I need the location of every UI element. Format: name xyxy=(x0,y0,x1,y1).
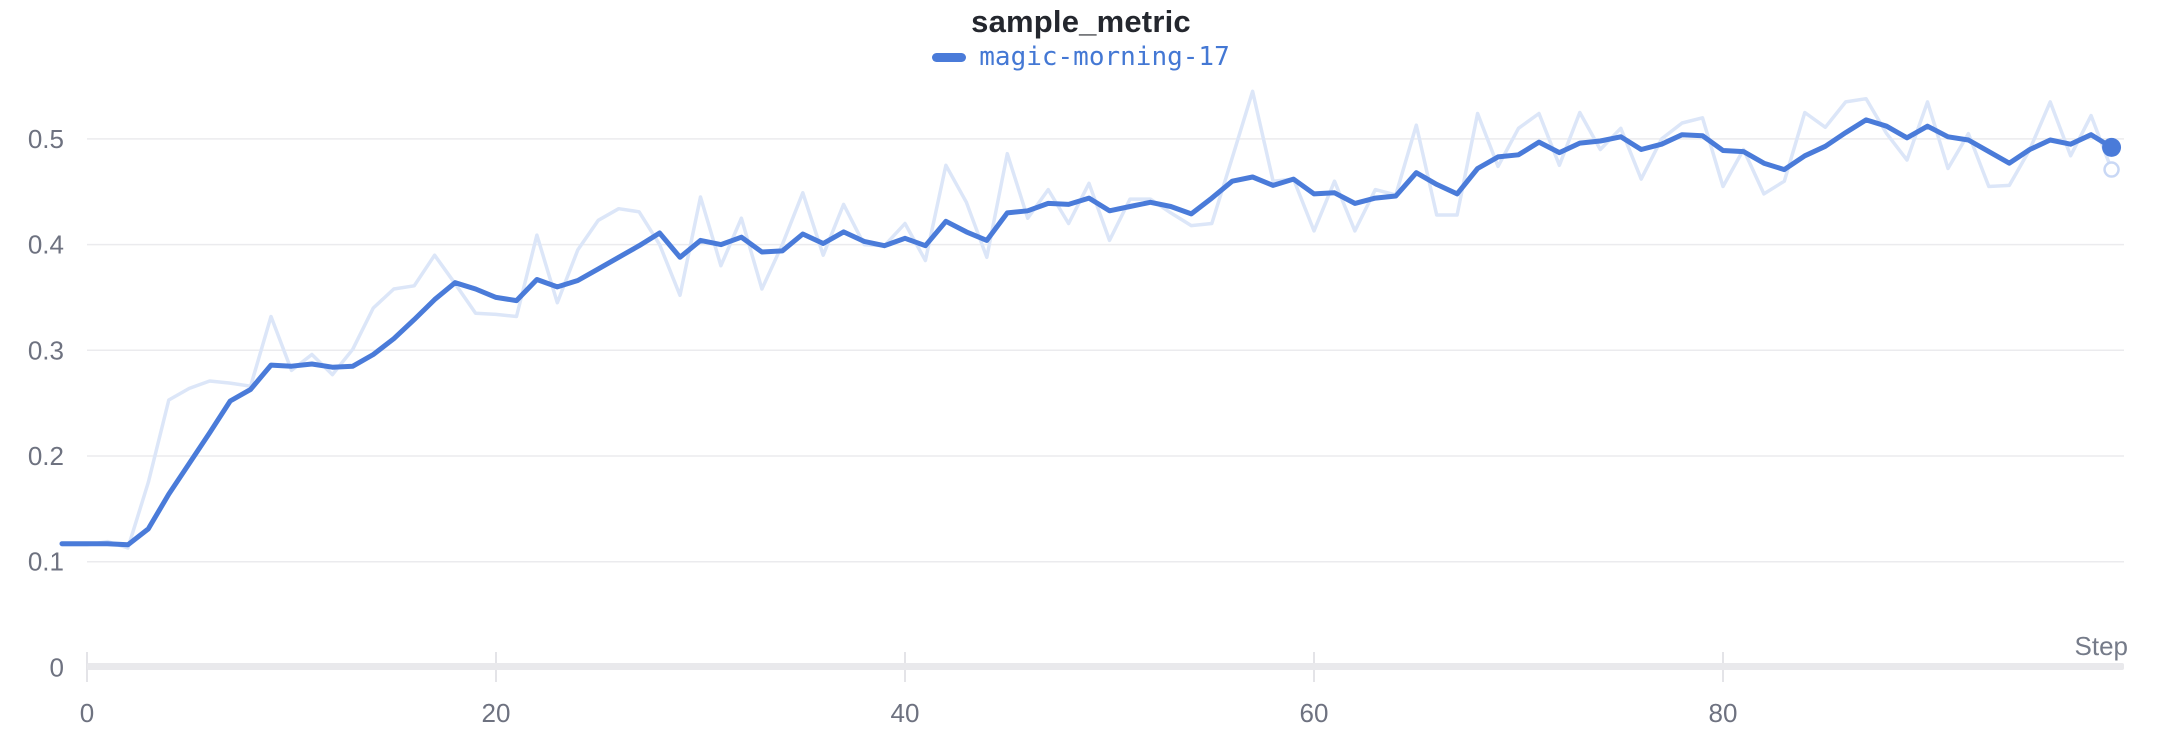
y-tick-label: 0.3 xyxy=(28,335,64,365)
legend: magic-morning-17 xyxy=(0,42,2162,72)
smoothed-endpoint-marker xyxy=(2102,137,2122,157)
y-tick-label: 0.4 xyxy=(28,230,64,260)
y-tick-label: 0 xyxy=(50,652,64,682)
x-axis-line xyxy=(87,663,2124,670)
smoothed-series-line[interactable] xyxy=(59,117,2115,548)
x-axis-caption: Step xyxy=(2075,631,2129,661)
y-tick-label: 0.2 xyxy=(28,441,64,471)
raw-series-line[interactable] xyxy=(60,89,2114,550)
y-tick-label: 0.1 xyxy=(28,547,64,577)
x-tick-label: 40 xyxy=(891,698,920,728)
legend-swatch-icon xyxy=(932,52,967,62)
y-tick-label: 0.5 xyxy=(28,124,64,154)
x-tick-label: 80 xyxy=(1709,698,1738,728)
x-tick-label: 20 xyxy=(482,698,511,728)
legend-item-run[interactable]: magic-morning-17 xyxy=(932,42,1230,72)
chart-title: sample_metric xyxy=(971,4,1191,39)
legend-run-name: magic-morning-17 xyxy=(979,42,1230,72)
x-tick-label: 0 xyxy=(80,698,94,728)
raw-endpoint-marker xyxy=(2103,161,2120,178)
x-tick-label: 60 xyxy=(1300,698,1329,728)
